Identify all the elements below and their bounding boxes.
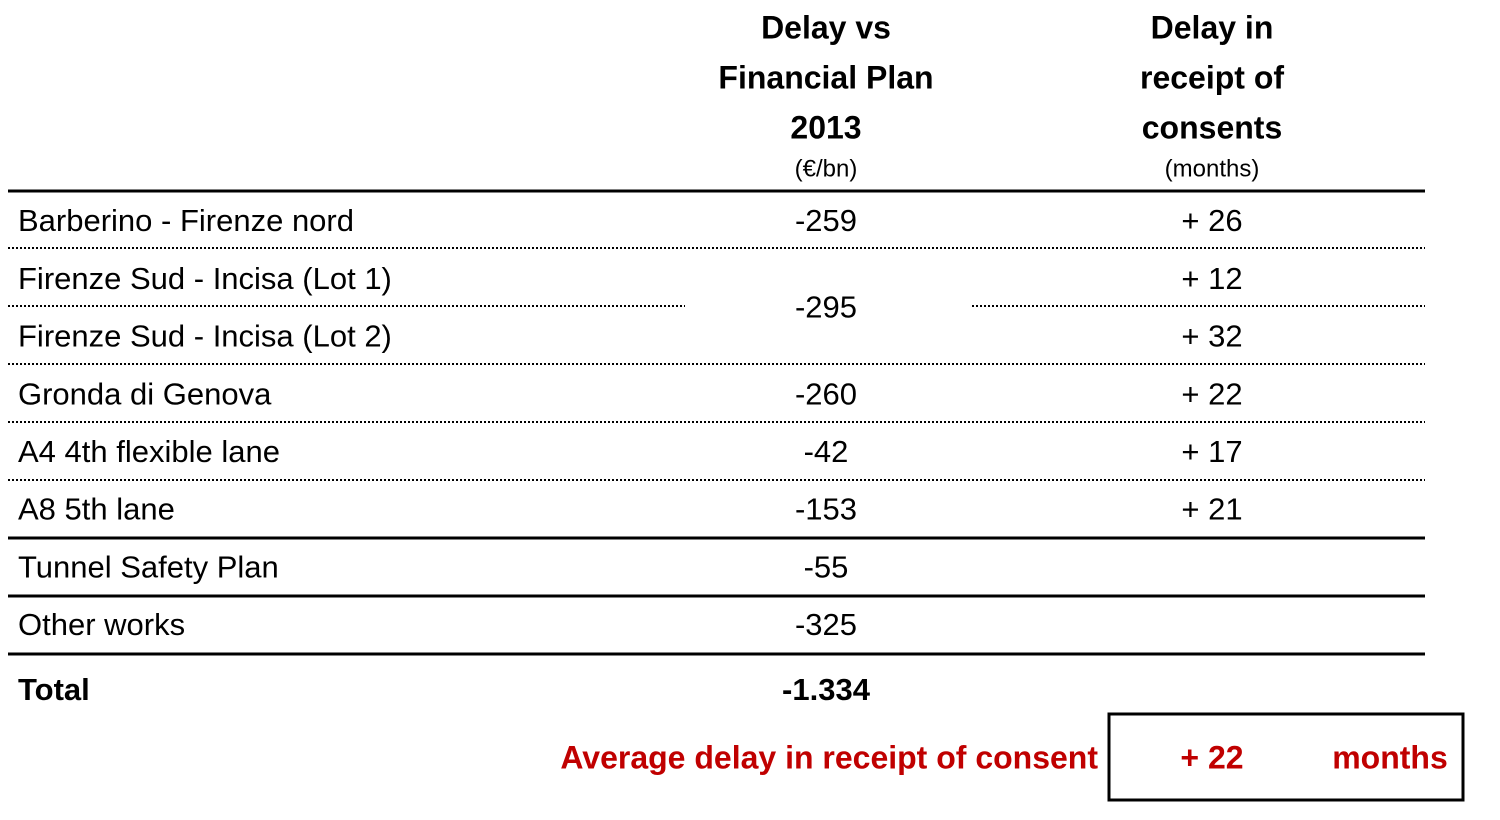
plan-value: -260 — [795, 376, 857, 411]
consents-value: + 17 — [1181, 434, 1242, 469]
plan-value: -295 — [795, 290, 857, 325]
plan-value: -42 — [804, 434, 849, 469]
plan-value: -153 — [795, 492, 857, 527]
total-label: Total — [18, 672, 90, 707]
consents-value: + 12 — [1181, 261, 1242, 296]
summary-unit: months — [1332, 739, 1448, 775]
column-header: Delay in — [1151, 9, 1274, 45]
consents-value: + 26 — [1181, 203, 1242, 238]
consents-value: + 22 — [1181, 376, 1242, 411]
column-unit: (€/bn) — [795, 155, 858, 182]
plan-value: -325 — [795, 607, 857, 642]
consents-value: + 32 — [1181, 319, 1242, 354]
row-label: A8 5th lane — [18, 492, 175, 527]
column-header: Delay vs — [761, 9, 891, 45]
column-header: receipt of — [1140, 59, 1284, 95]
column-unit: (months) — [1165, 155, 1260, 182]
row-label: Other works — [18, 607, 185, 642]
row-label: Tunnel Safety Plan — [18, 549, 279, 584]
summary-value: + 22 — [1180, 739, 1243, 775]
plan-value: -259 — [795, 203, 857, 238]
row-label: Firenze Sud - Incisa (Lot 2) — [18, 319, 392, 354]
column-header: Financial Plan — [718, 59, 933, 95]
column-header: 2013 — [790, 109, 861, 145]
row-label: A4 4th flexible lane — [18, 434, 280, 469]
row-label: Gronda di Genova — [18, 376, 272, 411]
row-label: Firenze Sud - Incisa (Lot 1) — [18, 261, 392, 296]
summary-label: Average delay in receipt of consent — [560, 739, 1098, 775]
column-header: consents — [1142, 109, 1282, 145]
summary-box — [1107, 712, 1465, 802]
plan-value: -55 — [804, 549, 849, 584]
consents-value: + 21 — [1181, 492, 1242, 527]
row-label: Barberino - Firenze nord — [18, 203, 354, 238]
total-value: -1.334 — [782, 672, 871, 707]
